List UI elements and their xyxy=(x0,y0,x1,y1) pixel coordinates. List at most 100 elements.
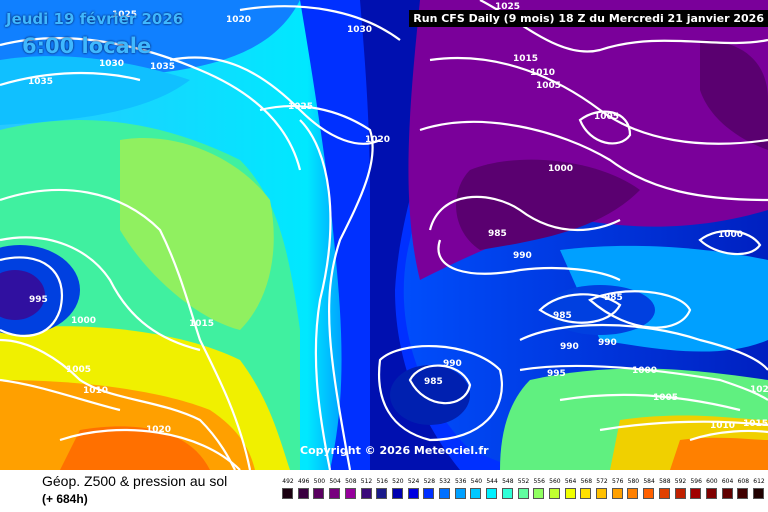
scale-label: 520 xyxy=(392,478,404,485)
z500-band-deeporange xyxy=(60,426,210,470)
isobar xyxy=(519,323,768,371)
scale-label: 544 xyxy=(486,478,498,485)
isobar xyxy=(689,429,768,442)
isobar xyxy=(698,229,762,256)
isobar-label: 995 xyxy=(29,295,48,305)
scale-swatch xyxy=(376,488,388,499)
scale-label: 508 xyxy=(345,478,357,485)
isobar-label: 1025 xyxy=(112,10,137,20)
scale-swatch xyxy=(313,488,325,499)
z500-se-orange xyxy=(670,437,768,470)
scale-swatch xyxy=(329,488,341,499)
isobar-label: 1000 xyxy=(71,316,96,326)
isobar-label: 990 xyxy=(443,359,462,369)
scale-swatch xyxy=(658,488,670,499)
isobar xyxy=(419,120,768,202)
scale-swatch xyxy=(470,488,482,499)
isobar xyxy=(429,56,768,145)
isobar xyxy=(519,364,768,401)
z500-darkpurple-n xyxy=(700,40,768,150)
scale-label: 548 xyxy=(502,478,514,485)
scale-label: 540 xyxy=(470,478,483,485)
isobar-label: 1020 xyxy=(146,425,171,435)
isobar-label: 1010 xyxy=(710,421,735,431)
scale-label: 608 xyxy=(737,478,750,485)
isobar-label: 1035 xyxy=(28,77,53,87)
forecast-local-time: 6:00 locale xyxy=(22,34,152,58)
isobar-label: 1025 xyxy=(288,102,313,112)
scale-swatch xyxy=(423,488,435,499)
isobar-label: 1030 xyxy=(99,59,124,69)
scale-label: 516 xyxy=(376,478,388,485)
scale-swatch xyxy=(690,488,702,499)
isobar xyxy=(239,5,401,41)
scale-label: 556 xyxy=(533,478,545,485)
z500-band-lightgreen xyxy=(120,138,274,330)
isobar-label: 990 xyxy=(560,342,579,352)
isobar xyxy=(299,119,332,470)
scale-label: 500 xyxy=(313,478,326,485)
scale-swatch xyxy=(486,488,498,499)
isobar-label: 1020 xyxy=(365,135,390,145)
scale-label: 592 xyxy=(674,478,687,485)
scale-label: 604 xyxy=(721,478,734,485)
scale-label: 504 xyxy=(329,478,341,485)
scale-label: 580 xyxy=(627,478,640,485)
isobar-label: 1035 xyxy=(150,62,175,72)
isobar xyxy=(0,338,236,470)
isobar xyxy=(408,364,472,405)
isobar xyxy=(599,420,768,432)
scale-swatch xyxy=(407,488,419,499)
isobar-lines xyxy=(0,0,768,470)
isobar-label: 1020 xyxy=(226,15,251,25)
z500-band-cyan-nw xyxy=(0,56,190,125)
isobar xyxy=(578,110,632,145)
scale-swatch xyxy=(533,488,545,499)
z500-trough-blue xyxy=(300,0,520,470)
isobar xyxy=(0,378,121,412)
scale-swatch xyxy=(548,488,560,499)
scale-label: 536 xyxy=(454,478,467,485)
isobar-label: 1005 xyxy=(594,112,619,122)
scale-label: 496 xyxy=(297,478,310,485)
scale-label: 612 xyxy=(753,478,765,485)
scale-swatch xyxy=(627,488,639,499)
isobar xyxy=(0,188,252,470)
scale-swatch xyxy=(517,488,529,499)
scale-label: 600 xyxy=(706,478,718,485)
isobar-label: 1020 xyxy=(750,385,768,395)
scale-swatch xyxy=(501,488,513,499)
scale-label: 532 xyxy=(439,478,451,485)
scale-label: 512 xyxy=(360,478,373,485)
isobar xyxy=(428,195,621,231)
isobar-label: 1000 xyxy=(718,230,743,240)
scale-label: 572 xyxy=(596,478,608,485)
scale-label: 588 xyxy=(659,478,671,485)
scale-swatch xyxy=(674,488,686,499)
scale-swatch xyxy=(439,488,450,499)
isobar-label: 1015 xyxy=(189,319,214,329)
run-info: Run CFS Daily (9 mois) 18 Z du Mercredi … xyxy=(409,10,768,27)
scale-swatch xyxy=(282,488,293,499)
scale-swatch xyxy=(721,488,733,499)
scale-swatch xyxy=(297,488,309,499)
isobar xyxy=(588,290,692,329)
isobar xyxy=(559,393,741,412)
scale-swatch xyxy=(391,488,403,499)
scale-swatch xyxy=(344,488,356,499)
scale-swatch xyxy=(580,488,592,499)
z500-darkpurple-ne xyxy=(456,159,640,250)
legend-footer: Géop. Z500 & pression au sol (+ 684h) 49… xyxy=(0,470,768,512)
scale-label: 524 xyxy=(407,478,420,485)
isobar xyxy=(0,71,141,87)
scale-swatch xyxy=(611,488,623,499)
isobar-label: 1030 xyxy=(347,25,372,35)
isobar-label: 1015 xyxy=(513,54,538,64)
isobar-label: 1015 xyxy=(743,419,768,429)
scale-label: 492 xyxy=(282,478,294,485)
isobar xyxy=(259,104,374,470)
isobar xyxy=(538,293,622,324)
isobar xyxy=(0,37,302,171)
isobar-label: 1005 xyxy=(653,393,678,403)
map-title: Géop. Z500 & pression au sol xyxy=(42,473,228,489)
